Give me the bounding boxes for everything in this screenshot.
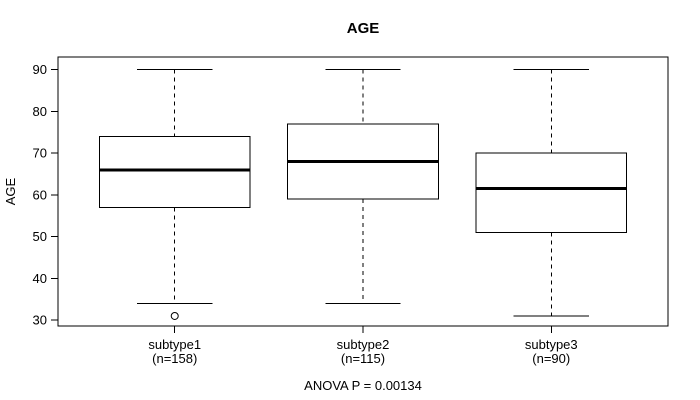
y-tick-label: 60	[33, 187, 47, 202]
x-category-label: subtype1	[148, 337, 201, 352]
x-category-count: (n=158)	[152, 351, 197, 366]
x-category-count: (n=90)	[532, 351, 570, 366]
iqr-box-subtype1	[98, 135, 251, 208]
iqr-box-subtype3	[475, 152, 628, 233]
x-category-label: subtype2	[337, 337, 390, 352]
plot-area: 30405060708090subtype1(n=158)subtype2(n=…	[33, 56, 669, 366]
y-tick-label: 40	[33, 271, 47, 286]
y-tick-label: 90	[33, 62, 47, 77]
y-axis-label: AGE	[3, 177, 18, 205]
x-category-label: subtype3	[525, 337, 578, 352]
x-category-count: (n=115)	[341, 351, 385, 366]
y-tick-label: 80	[33, 104, 47, 119]
y-tick-label: 70	[33, 146, 47, 161]
anova-annotation: ANOVA P = 0.00134	[304, 378, 422, 393]
y-tick-label: 30	[33, 313, 47, 328]
y-tick-label: 50	[33, 229, 47, 244]
outlier-point	[170, 311, 179, 320]
chart-title: AGE	[347, 20, 380, 37]
